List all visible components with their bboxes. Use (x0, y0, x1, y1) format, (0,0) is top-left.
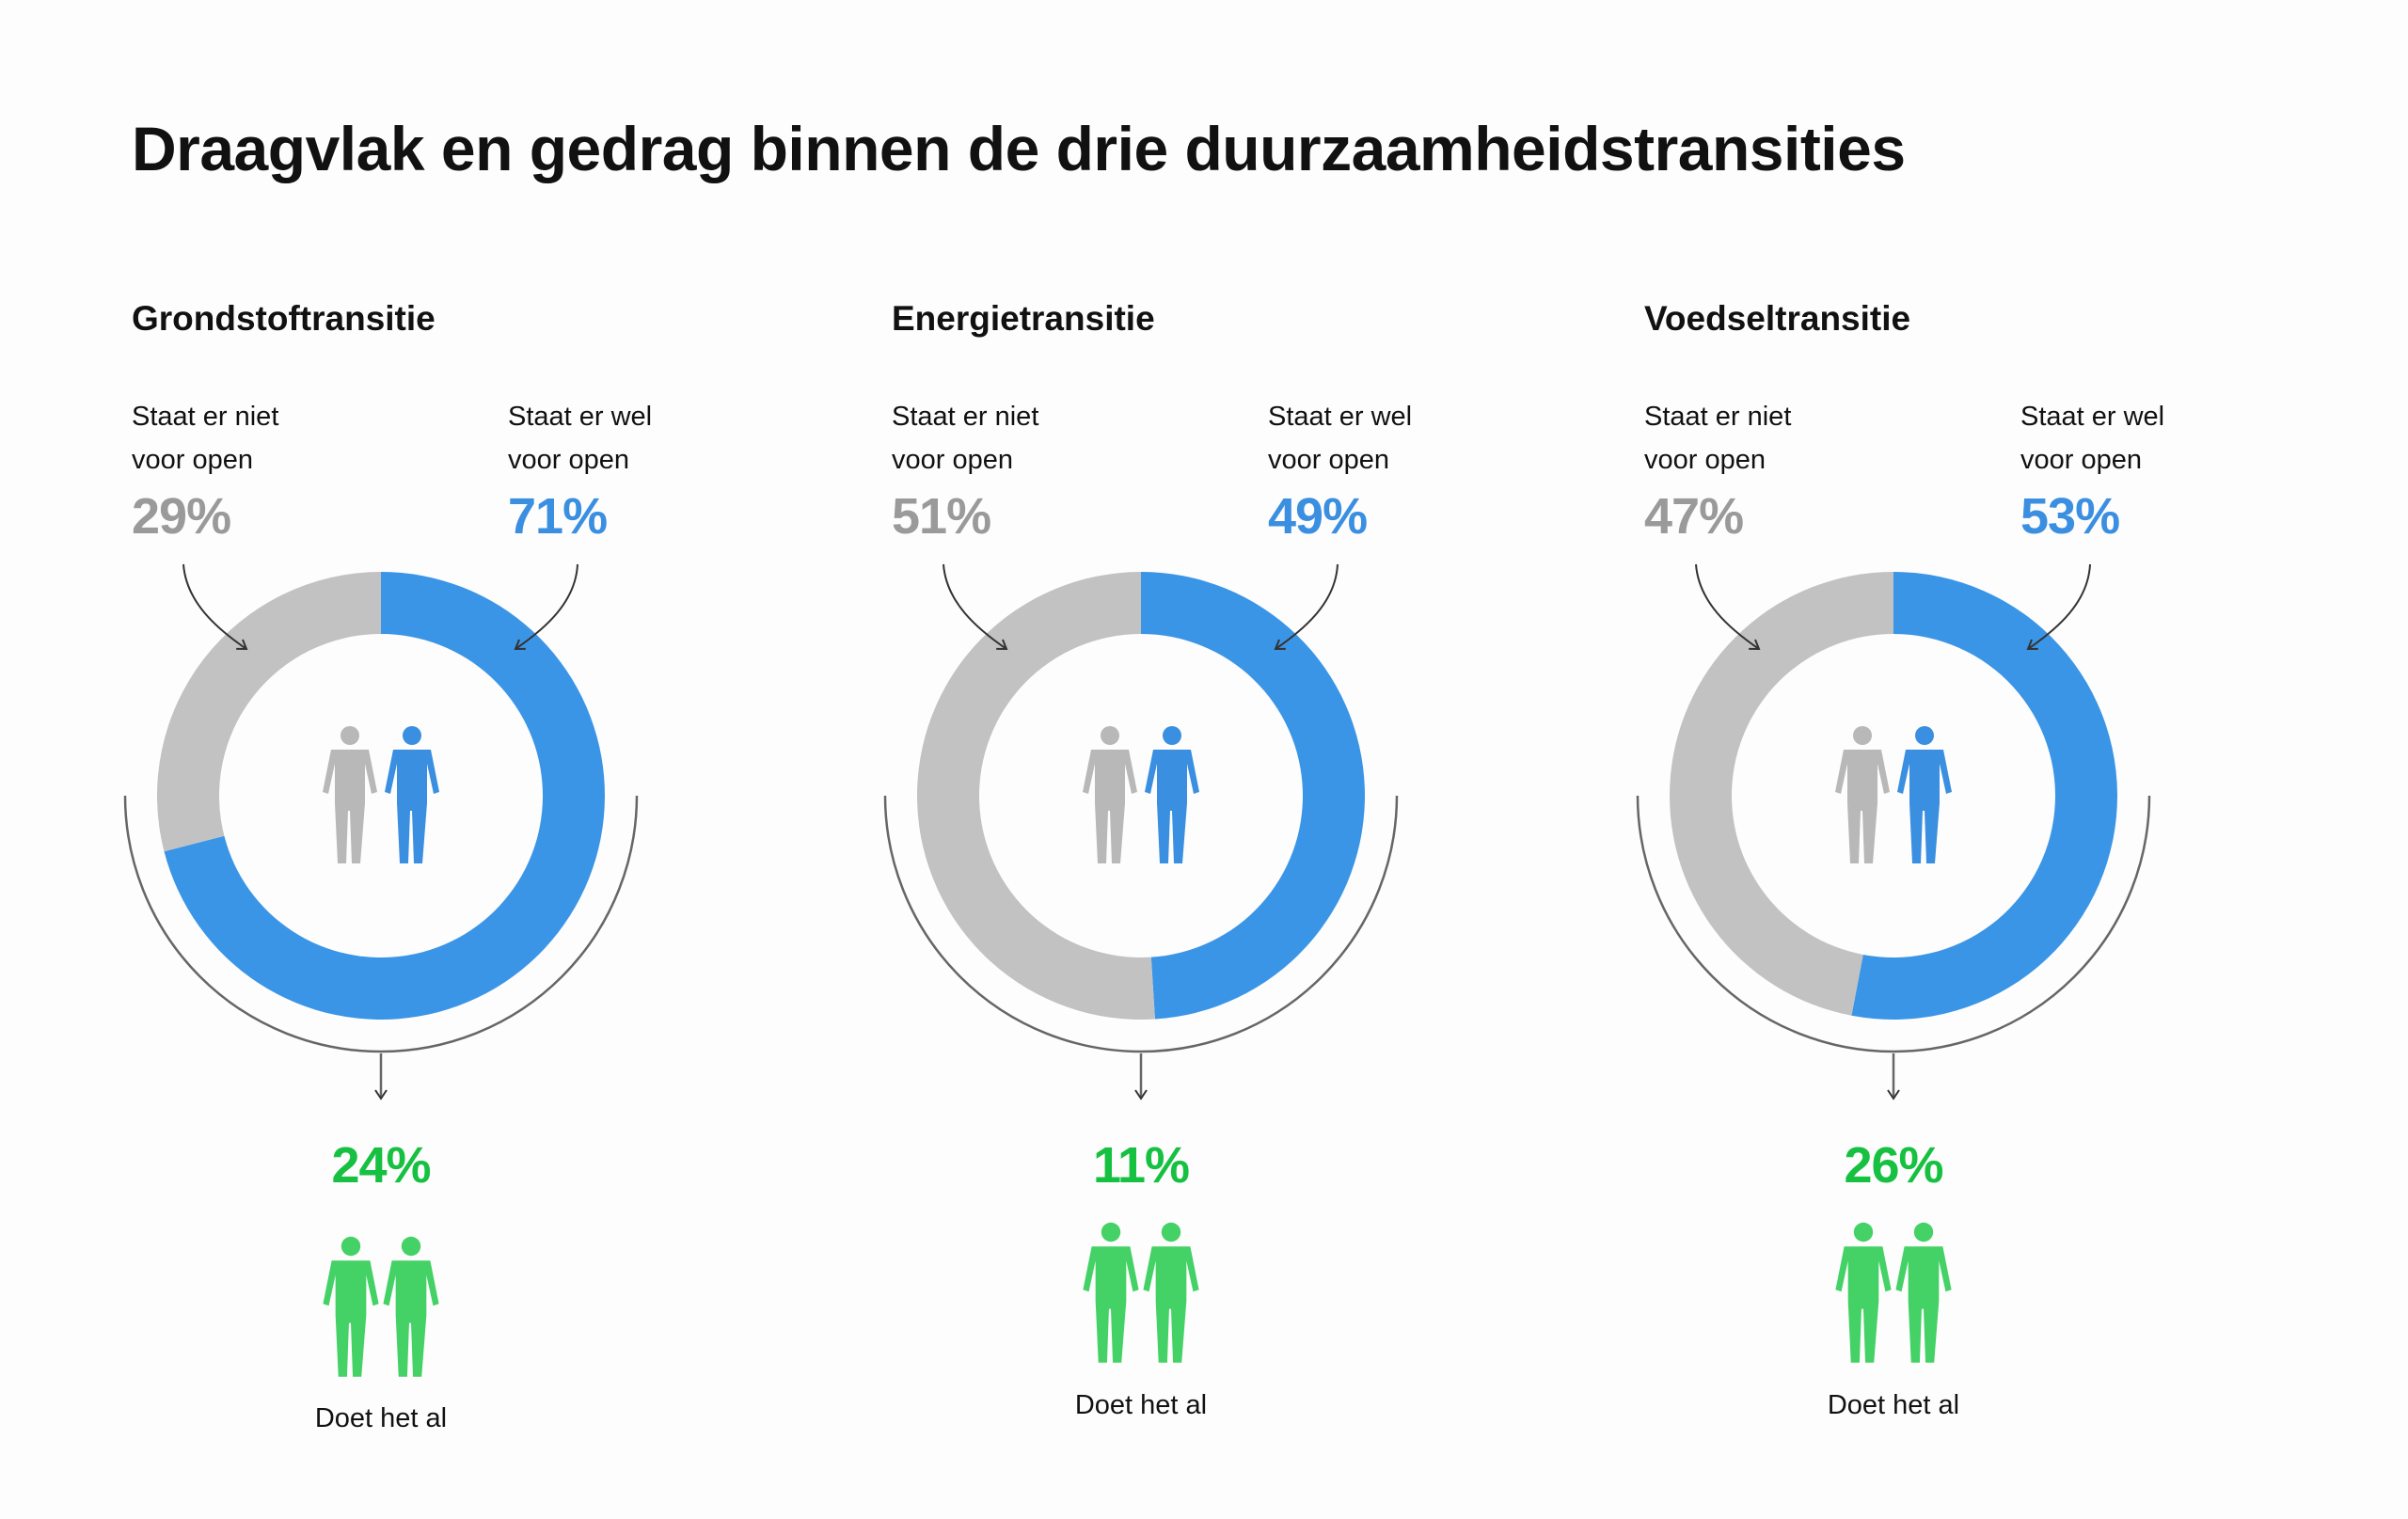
person-icon (1835, 1222, 1892, 1363)
curved-arrow-icon (514, 563, 578, 651)
label-open-line1: Staat er wel (1268, 402, 1413, 432)
panel-voedseltransitie: Voedseltransitie Staat er niet voor open St… (1636, 0, 2359, 1519)
donut-slice-not-open (157, 572, 381, 852)
panel-grondstoftransitie: Grondstoftransitie Staat er niet voor open… (123, 0, 847, 1519)
label-not-open-line1: Staat er niet (892, 402, 1039, 432)
bottom-arc (1636, 795, 2151, 1053)
person-icon (385, 726, 439, 863)
label-open-line2: voor open (508, 445, 629, 475)
person-icon (1145, 726, 1199, 863)
label-open-line1: Staat er wel (508, 402, 653, 432)
label-not-open: Staat er niet voor open (132, 395, 376, 482)
panel-title: Grondstoftransitie (132, 299, 436, 338)
curved-arrow-icon (182, 563, 248, 651)
label-open: Staat er wel voor open (2020, 395, 2265, 482)
donut-chart (1636, 563, 2151, 1363)
donut-slice-not-open (1669, 572, 1893, 1016)
open-percentage: 53% (2020, 488, 2120, 545)
curved-arrow-icon (2026, 563, 2091, 651)
bottom-arc (123, 795, 639, 1053)
person-icon (1143, 1222, 1199, 1363)
not-open-percentage: 51% (892, 488, 991, 545)
doing-label: Doet het al (1827, 1390, 1960, 1420)
panel-energietransitie: Energietransitie Staat er niet voor open St… (883, 0, 1607, 1519)
label-not-open: Staat er niet voor open (892, 395, 1136, 482)
donut-chart (883, 563, 1399, 1363)
doing-percentage: 26% (1844, 1137, 1943, 1194)
person-icon (323, 1236, 379, 1377)
person-icon (323, 726, 377, 863)
label-open-line2: voor open (2020, 445, 2142, 475)
curved-arrow-icon (1695, 563, 1761, 651)
panel-title: Energietransitie (892, 299, 1155, 338)
person-icon (1083, 726, 1137, 863)
person-icon (1895, 1222, 1952, 1363)
label-not-open: Staat er niet voor open (1644, 395, 1889, 482)
label-not-open-line1: Staat er niet (1644, 402, 1792, 432)
donut-slice-open (1851, 572, 2117, 1020)
bottom-arc (883, 795, 1399, 1053)
donut-slice-not-open (917, 572, 1155, 1020)
not-open-percentage: 29% (132, 488, 231, 545)
person-icon (383, 1236, 439, 1377)
person-icon (1083, 1222, 1139, 1363)
page-title: Draagvlak en gedrag binnen de drie duurz… (132, 114, 1906, 183)
doing-percentage: 11% (1092, 1137, 1190, 1194)
person-icon (1835, 726, 1890, 863)
doing-percentage: 24% (331, 1137, 431, 1194)
label-open-line2: voor open (1268, 445, 1389, 475)
doing-label: Doet het al (1074, 1390, 1208, 1420)
label-open-line1: Staat er wel (2020, 402, 2165, 432)
doing-label: Doet het al (314, 1403, 448, 1433)
label-not-open-line1: Staat er niet (132, 402, 279, 432)
panel-title: Voedseltransitie (1644, 299, 1911, 338)
person-icon (1897, 726, 1952, 863)
donut-slice-open (1141, 572, 1366, 1020)
open-percentage: 71% (508, 488, 608, 545)
label-not-open-line2: voor open (1644, 445, 1766, 475)
label-not-open-line2: voor open (132, 445, 253, 475)
open-percentage: 49% (1268, 488, 1368, 545)
curved-arrow-icon (1274, 563, 1339, 651)
label-not-open-line2: voor open (892, 445, 1013, 475)
not-open-percentage: 47% (1644, 488, 1744, 545)
label-open: Staat er wel voor open (508, 395, 752, 482)
donut-chart (123, 563, 639, 1377)
label-open: Staat er wel voor open (1268, 395, 1513, 482)
curved-arrow-icon (943, 563, 1008, 651)
